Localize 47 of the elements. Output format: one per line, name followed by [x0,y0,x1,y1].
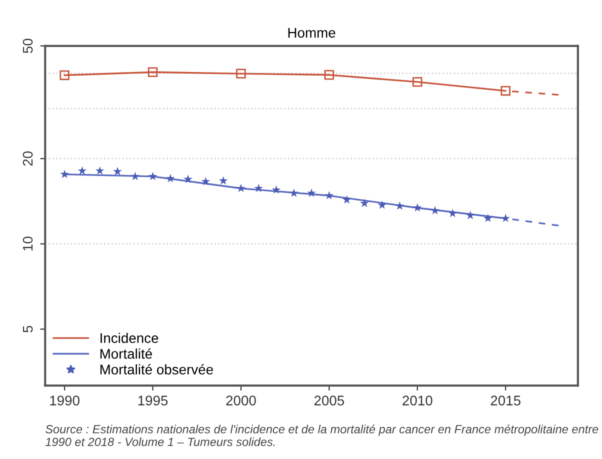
point [324,190,334,200]
point [95,166,104,175]
point [166,174,175,182]
point [412,203,422,212]
legend-label: Mortalité [100,348,152,359]
x-tick-label: 2005 [314,396,344,406]
point [360,198,369,208]
point [254,184,264,192]
point [60,170,69,178]
source-note: Source : Estimations nationales de l'incidence et de la mortalité par cancer en France métropolitaine entre 1990 et 2018 - Volume 1 – Tumeurs solides. [45,424,598,446]
y-tick-label: 20 [22,151,33,166]
point [60,70,70,80]
point [148,67,158,77]
point [466,210,475,220]
point [501,214,510,222]
point [289,188,298,197]
point [113,166,122,176]
x-tick-label: 2000 [226,396,256,406]
y-tick-label: 50 [22,38,33,54]
x-tick-label: 2010 [402,396,432,406]
point [218,176,228,185]
legend-label: Incidence [100,332,158,344]
legend-label: Mortalité observée [100,364,213,374]
y-tick-label: 10 [22,236,33,251]
point [307,188,316,197]
point [484,214,492,222]
point [130,172,140,180]
chart-title: Homme [288,28,336,38]
point [395,201,404,210]
x-tick-label: 1995 [138,396,168,406]
point [201,176,210,186]
x-tick-label: 1990 [50,396,80,406]
point [236,184,246,192]
point [236,68,246,79]
point [412,77,422,87]
point [448,208,458,218]
point [430,206,440,214]
point [272,185,281,194]
point [378,200,387,209]
point [324,70,334,80]
point [184,174,192,184]
y-tick-label: 5 [22,326,33,332]
point [500,86,510,96]
point [78,166,87,175]
point [148,172,158,180]
x-tick-label: 2015 [490,396,520,406]
point [342,195,352,204]
